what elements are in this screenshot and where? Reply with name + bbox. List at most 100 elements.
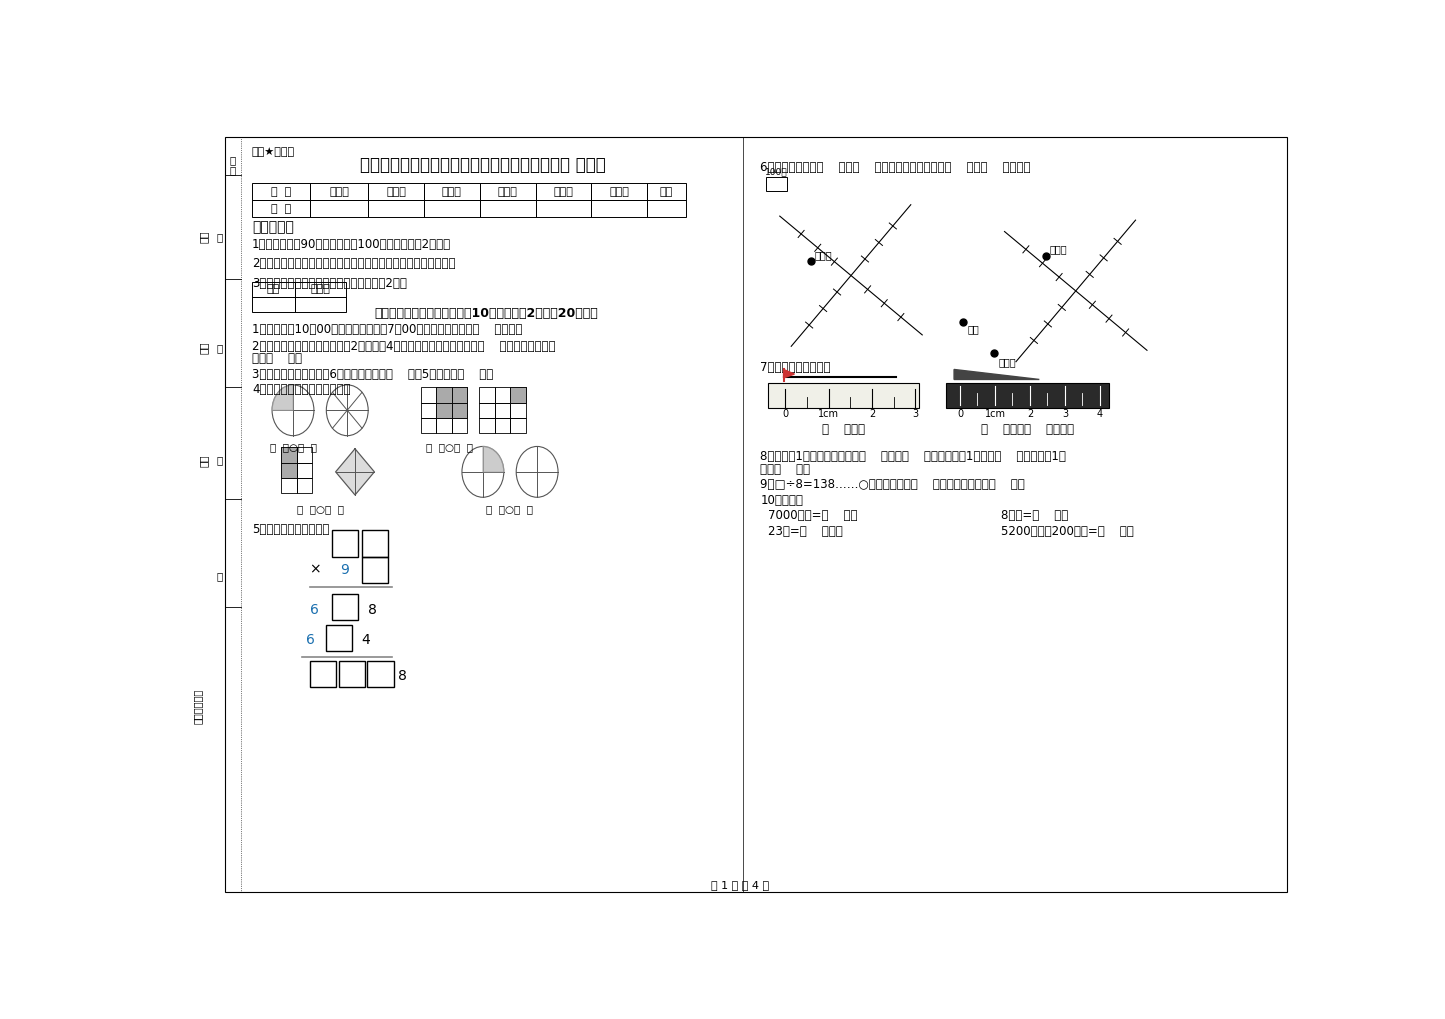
Bar [363, 556, 389, 583]
Bar [251, 183, 311, 200]
Text: 学校: 学校 [199, 454, 210, 467]
Text: 0: 0 [782, 409, 788, 419]
Bar [436, 418, 452, 433]
Text: 8、分针走1小格，秒针正好走（    ），是（    ）秒。分针走1大格是（    ），时针走1大: 8、分针走1小格，秒针正好走（ ），是（ ）秒。分针走1大格是（ ），时针走1大 [760, 450, 1066, 463]
Bar [436, 387, 452, 403]
Text: 小铺家: 小铺家 [1049, 245, 1068, 255]
Text: 6: 6 [311, 602, 319, 616]
Bar [296, 463, 312, 478]
Text: 号: 号 [230, 165, 236, 175]
Text: 一、用心思考，正确填空（共10小题，每题2分，共20分）。: 一、用心思考，正确填空（共10小题，每题2分，共20分）。 [374, 307, 598, 320]
Text: 小明家: 小明家 [998, 357, 1016, 367]
Bar [452, 387, 467, 403]
Bar [452, 403, 467, 418]
Bar [363, 530, 389, 556]
Bar [282, 478, 296, 493]
Text: 6、小红家在学校（    ）方（    ）米处；小明家在学校（    ）方（    ）米处。: 6、小红家在学校（ ）方（ ）米处；小明家在学校（ ）方（ ）米处。 [760, 161, 1030, 174]
Text: 4、看图写分数，并比较大小。: 4、看图写分数，并比较大小。 [251, 383, 351, 396]
Bar [311, 660, 337, 687]
Text: 应用题: 应用题 [610, 186, 629, 197]
Text: 题: 题 [230, 155, 236, 165]
Text: 100米: 100米 [766, 167, 788, 176]
Text: 5200千克－200千克=（    ）吨: 5200千克－200千克=（ ）吨 [1000, 525, 1133, 538]
Text: 封: 封 [217, 571, 223, 581]
Bar [368, 183, 423, 200]
Bar [510, 387, 526, 403]
Text: 内: 内 [217, 342, 223, 353]
Bar [647, 200, 686, 217]
Bar [325, 625, 353, 651]
Text: 2: 2 [1027, 409, 1033, 419]
Text: 评卷人: 评卷人 [311, 284, 331, 294]
Text: 考试须知：: 考试须知： [251, 220, 293, 234]
Text: 4: 4 [361, 634, 370, 647]
Bar [494, 403, 510, 418]
Bar [332, 530, 358, 556]
Text: 绝密★启用前: 绝密★启用前 [251, 148, 295, 157]
Bar [536, 183, 591, 200]
Text: 1cm: 1cm [818, 409, 840, 419]
Bar [311, 183, 368, 200]
Bar [452, 387, 467, 403]
Bar [251, 281, 295, 298]
Text: 乡镇（街道）: 乡镇（街道） [192, 689, 202, 725]
Bar [282, 447, 296, 463]
Text: 10、换算。: 10、换算。 [760, 494, 803, 506]
Bar [368, 200, 423, 217]
Bar [420, 403, 436, 418]
Polygon shape [272, 385, 293, 411]
Bar [423, 200, 480, 217]
Text: 格是（    ）。: 格是（ ）。 [760, 463, 811, 476]
Text: 2、劳动课上做纸花，红红做了2朵纸花，4朵蓝花，红花占纸花总数的（    ），蓝花占纸花总: 2、劳动课上做纸花，红红做了2朵纸花，4朵蓝花，红花占纸花总数的（ ），蓝花占纸… [251, 340, 555, 353]
Bar [282, 463, 296, 478]
Bar [946, 383, 1110, 408]
Bar [766, 177, 788, 191]
Text: 题  号: 题 号 [270, 186, 290, 197]
Bar [436, 387, 452, 403]
Bar [647, 183, 686, 200]
Bar [282, 447, 296, 463]
Text: 河北省重点小学三年级数学上学期综合检测试卷 附解析: 河北省重点小学三年级数学上学期综合检测试卷 附解析 [360, 156, 605, 174]
Text: 选择题: 选择题 [386, 186, 406, 197]
Bar [480, 183, 536, 200]
Text: 8: 8 [399, 668, 407, 683]
Text: 1cm: 1cm [984, 409, 1006, 419]
Bar [423, 183, 480, 200]
Text: 9: 9 [341, 562, 350, 577]
Text: 5、在里填上适当的数。: 5、在里填上适当的数。 [251, 523, 329, 536]
Bar [452, 403, 467, 418]
Text: 准: 准 [217, 232, 223, 242]
Text: 2、请首先按要求在试卷的指定位置填写您的姓名、班级、学号。: 2、请首先按要求在试卷的指定位置填写您的姓名、班级、学号。 [251, 258, 455, 270]
Text: （  ）○（  ）: （ ）○（ ） [296, 503, 344, 514]
Text: 3、不要在试卷上乱写乱画，卷面不整洁扣2分。: 3、不要在试卷上乱写乱画，卷面不整洁扣2分。 [251, 277, 407, 289]
Bar [510, 418, 526, 433]
Bar [332, 594, 358, 621]
Text: 23吨=（    ）千克: 23吨=（ ）千克 [769, 525, 842, 538]
Text: 第 1 页 共 4 页: 第 1 页 共 4 页 [711, 880, 769, 891]
Text: 得  分: 得 分 [270, 204, 290, 214]
Text: 判断题: 判断题 [442, 186, 462, 197]
Text: 计算题: 计算题 [497, 186, 517, 197]
Text: （  ）○（  ）: （ ）○（ ） [270, 442, 316, 452]
Text: 0: 0 [957, 409, 964, 419]
Text: 1、考试时间：90分钟，满分为100分（含卷面分2分）。: 1、考试时间：90分钟，满分为100分（含卷面分2分）。 [251, 238, 451, 252]
Text: 得分: 得分 [267, 284, 280, 294]
Text: 学校: 学校 [967, 324, 980, 334]
Bar [338, 660, 366, 687]
Text: 8千克=（    ）克: 8千克=（ ）克 [1000, 510, 1068, 523]
Bar [536, 200, 591, 217]
Text: 2: 2 [868, 409, 876, 419]
Text: 总分: 总分 [660, 186, 673, 197]
Bar [494, 387, 510, 403]
Bar [591, 183, 647, 200]
Text: 线: 线 [217, 455, 223, 466]
Text: 3、把一根绳子平均分成6份，每份是它的（    ），5份是它的（    ）。: 3、把一根绳子平均分成6份，每份是它的（ ），5份是它的（ ）。 [251, 368, 493, 380]
Text: 1、小林晚上10：00睡觉，第二天早上7：00起床，他一共睡了（    ）小时。: 1、小林晚上10：00睡觉，第二天早上7：00起床，他一共睡了（ ）小时。 [251, 323, 522, 336]
Bar [295, 281, 347, 298]
Text: 9、□÷8=138……○，余数最大填（    ），这时被除数是（    ）。: 9、□÷8=138……○，余数最大填（ ），这时被除数是（ ）。 [760, 479, 1025, 491]
Polygon shape [954, 370, 1039, 379]
Bar [367, 660, 393, 687]
Text: 4: 4 [1097, 409, 1103, 419]
Text: 数的（    ）。: 数的（ ）。 [251, 353, 302, 365]
Text: （    ）厘米（    ）毫米。: （ ）厘米（ ）毫米。 [981, 423, 1074, 436]
